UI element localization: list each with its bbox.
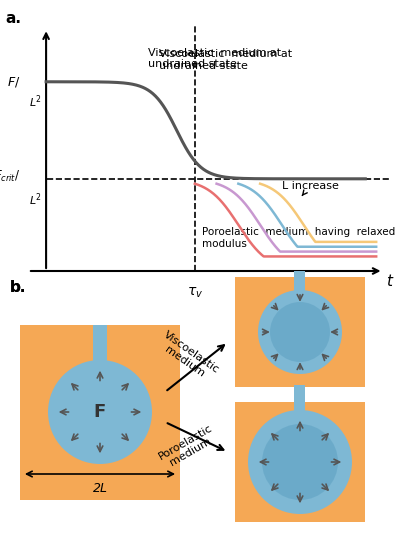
Bar	[20, 325, 180, 500]
Bar	[294, 265, 305, 295]
Circle shape	[261, 424, 337, 500]
Text: Poroelastic
medium: Poroelastic medium	[156, 423, 219, 472]
Text: F: F	[94, 403, 106, 421]
Text: $t$: $t$	[386, 273, 394, 289]
Text: $L^2$: $L^2$	[28, 94, 42, 111]
Text: 2L: 2L	[92, 482, 107, 495]
Text: L increase: L increase	[281, 180, 338, 196]
Bar	[235, 402, 364, 522]
Bar	[294, 385, 305, 415]
Bar	[93, 325, 107, 365]
Text: b.: b.	[10, 280, 26, 295]
Circle shape	[247, 410, 351, 514]
Text: $\tau_v$: $\tau_v$	[186, 286, 202, 300]
Text: Poroelastic  medium  having  relaxed
modulus: Poroelastic medium having relaxed modulu…	[202, 227, 394, 249]
Text: a.: a.	[5, 11, 21, 26]
Text: b.: b.	[10, 280, 26, 295]
Circle shape	[257, 290, 341, 374]
Text: $F/$: $F/$	[7, 75, 21, 89]
Text: Viscoelastic  medium at
undrained state: Viscoelastic medium at undrained state	[158, 49, 291, 70]
Text: Viscoelastic  medium at
undrained state: Viscoelastic medium at undrained state	[147, 48, 280, 69]
Text: $L^2$: $L^2$	[28, 191, 42, 208]
Bar	[235, 277, 364, 387]
Circle shape	[48, 360, 152, 464]
Text: $F_{crit}/$: $F_{crit}/$	[0, 169, 21, 184]
Text: Viscoelastic
medium: Viscoelastic medium	[154, 330, 221, 385]
Circle shape	[269, 302, 329, 362]
